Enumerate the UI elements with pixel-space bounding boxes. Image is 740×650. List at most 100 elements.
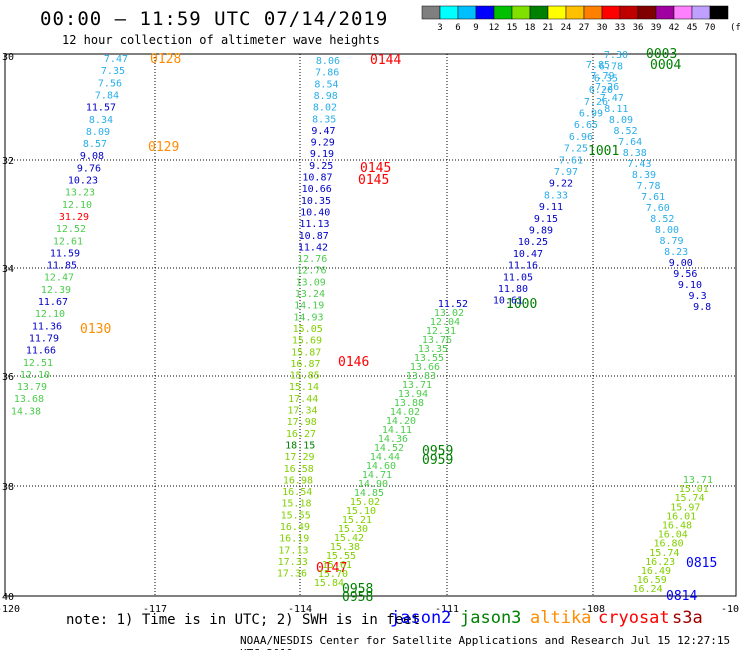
colorbar-label: 12 — [489, 23, 500, 33]
swh-value: 9.19 — [310, 149, 334, 160]
swh-value: 14.11 — [382, 425, 412, 436]
lat-label: 32 — [2, 156, 14, 167]
swh-value: 16.59 — [637, 575, 667, 586]
swh-value: 16.58 — [284, 464, 314, 475]
colorbar-label: 42 — [669, 23, 680, 33]
swh-value: 8.52 — [650, 214, 674, 225]
pass-time-label: 0130 — [80, 322, 111, 337]
swh-value: 9.22 — [549, 179, 573, 190]
swh-value: 14.60 — [366, 461, 396, 472]
swh-value: 6.65 — [574, 120, 598, 131]
legend-jason3: jason3 — [460, 608, 522, 628]
swh-value: 10.66 — [302, 184, 332, 195]
colorbar-swatch — [529, 5, 549, 20]
colorbar-label: 9 — [473, 23, 478, 33]
colorbar-swatch — [601, 5, 621, 20]
swh-value: 9.89 — [529, 226, 553, 237]
swh-value: 15.14 — [289, 382, 319, 393]
pass-time-label: 0958 — [342, 590, 373, 605]
swh-value: 6.99 — [579, 109, 603, 120]
swh-value: 16.04 — [658, 530, 688, 541]
colorbar-swatch — [439, 5, 459, 20]
swh-value: 13.94 — [398, 389, 428, 400]
lon-label: -120 — [0, 604, 20, 615]
swh-value: 11.57 — [86, 103, 116, 114]
swh-value: 14.19 — [294, 301, 324, 312]
colorbar-label: 18 — [525, 23, 536, 33]
swh-value: 8.23 — [664, 247, 688, 258]
swh-value: 13.24 — [295, 289, 325, 300]
swh-value: 13.23 — [65, 188, 95, 199]
colorbar-swatch — [691, 5, 711, 20]
swh-value: 10.87 — [302, 173, 332, 184]
swh-value: 14.93 — [293, 312, 323, 323]
swh-value: 13.02 — [434, 308, 464, 319]
swh-value: 7.78 — [637, 181, 661, 192]
lat-label: 38 — [2, 482, 14, 493]
swh-value: 14.02 — [390, 407, 420, 418]
swh-value: 10.47 — [513, 249, 543, 260]
swh-value: 13.83 — [406, 371, 436, 382]
swh-value: 13.88 — [394, 398, 424, 409]
swh-value: 15.84 — [314, 578, 344, 589]
pass-time-label: 0128 — [150, 52, 181, 67]
swh-value: 13.71 — [683, 475, 713, 486]
swh-value: 11.36 — [32, 321, 62, 332]
colorbar-swatch — [673, 5, 693, 20]
swh-value: 16.19 — [279, 534, 309, 545]
swh-value: 8.35 — [312, 114, 336, 125]
swh-value: 10.87 — [299, 231, 329, 242]
swh-value: 8.09 — [86, 127, 110, 138]
pass-time-label: 1001 — [588, 144, 619, 159]
swh-value: 11.85 — [47, 261, 77, 272]
swh-value: 15.18 — [281, 499, 311, 510]
swh-value: 7.85 — [586, 60, 610, 71]
colorbar-label: 39 — [651, 23, 662, 33]
colorbar-swatch — [511, 5, 531, 20]
colorbar-swatch — [637, 5, 657, 20]
swh-value: 7.64 — [618, 137, 642, 148]
swh-value: 9.10 — [678, 280, 702, 291]
swh-value: 9.25 — [309, 161, 333, 172]
swh-value: 7.47 — [104, 54, 128, 65]
lat-label: 34 — [2, 264, 14, 275]
pass-time-label: 0959 — [422, 453, 453, 468]
swh-value: 15.97 — [670, 502, 700, 513]
swh-value: 14.52 — [374, 443, 404, 454]
colorbar-swatch — [619, 5, 639, 20]
pass-time-label: 0959 — [422, 444, 453, 459]
colorbar-label: 24 — [561, 23, 572, 33]
swh-value: 10.35 — [301, 196, 331, 207]
swh-value: 15.01 — [679, 484, 709, 495]
lon-label: -114 — [288, 604, 312, 615]
legend-altika: altika — [530, 608, 592, 628]
swh-value: 15.69 — [292, 336, 322, 347]
colorbar-label: 6 — [455, 23, 460, 33]
swh-value: 8.98 — [314, 91, 338, 102]
swh-value: 17.44 — [288, 394, 318, 405]
swh-value: 8.79 — [660, 236, 684, 247]
colorbar-swatch — [547, 5, 567, 20]
colorbar-swatch — [457, 5, 477, 20]
lon-label: -117 — [143, 604, 167, 615]
swh-value: 7.25 — [564, 144, 588, 155]
swh-value: 15.74 — [674, 493, 704, 504]
swh-value: 8.52 — [614, 126, 638, 137]
pass-time-label: 0004 — [650, 58, 681, 73]
swh-value: 15.30 — [338, 524, 368, 535]
swh-value: 15.10 — [346, 506, 376, 517]
pass-time-label: 0145 — [358, 173, 389, 188]
colorbar-label: 15 — [507, 23, 518, 33]
legend-s3a: s3a — [672, 608, 703, 628]
credit-line: NOAA/NESDIS Center for Satellite Applica… — [240, 634, 731, 650]
swh-value: 15.55 — [326, 551, 356, 562]
lat-label: 30 — [2, 52, 14, 63]
swh-value: 8.34 — [89, 115, 113, 126]
swh-value: 13.76 — [422, 335, 452, 346]
swh-value: 11.79 — [29, 333, 59, 344]
swh-value: 11.59 — [50, 248, 80, 259]
swh-value: 10.25 — [518, 237, 548, 248]
lat-label: 40 — [2, 592, 14, 603]
colorbar-swatch — [493, 5, 513, 20]
note-text: note: 1) Time is in UTC; 2) SWH is in fe… — [66, 612, 421, 628]
